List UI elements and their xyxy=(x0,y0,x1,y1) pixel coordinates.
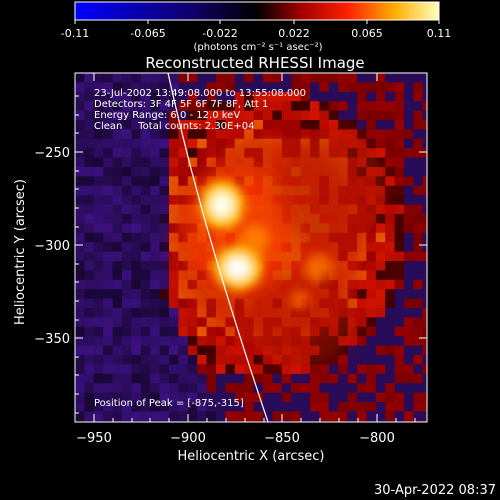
plot-title: Reconstructed RHESSI Image xyxy=(145,54,364,72)
y-axis-label: Heliocentric Y (arcsec) xyxy=(13,179,28,325)
footer-timestamp: 30-Apr-2022 08:37 xyxy=(374,483,496,498)
annotation-energy-range: Energy Range: 6.0 - 12.0 keV xyxy=(94,110,240,121)
y-axis-ticks xyxy=(75,95,427,414)
x-tick-label: −900 xyxy=(170,431,206,446)
y-tick-label: −300 xyxy=(34,239,70,254)
colorbar-tick-label: 0.022 xyxy=(278,27,310,40)
annotation-detectors: Detectors: 3F 4F 5F 6F 7F 8F, Att 1 xyxy=(94,99,268,110)
annotation-peak-position: Position of Peak = [-875,-315] xyxy=(94,398,244,409)
colorbar-tick-label: -0.022 xyxy=(202,27,237,40)
colorbar-tick-label: -0.11 xyxy=(61,27,89,40)
colorbar xyxy=(74,1,440,21)
x-tick-label: −800 xyxy=(359,431,395,446)
colorbar-ticks xyxy=(74,20,440,24)
annotation-clean-counts: Clean Total counts: 2.30E+04 xyxy=(94,121,254,132)
annotation-time-range: 23-Jul-2002 13:49:08.000 to 13:55:08.000 xyxy=(94,88,306,99)
solar-limb-line xyxy=(167,73,269,422)
y-tick-label: −350 xyxy=(34,332,70,347)
x-tick-label: −950 xyxy=(76,431,112,446)
colorbar-unit-label: (photons cm⁻² s⁻¹ asec⁻²) xyxy=(193,42,322,53)
solar-image xyxy=(75,73,427,422)
colorbar-tick-label: 0.11 xyxy=(427,27,452,40)
x-axis-label: Heliocentric X (arcsec) xyxy=(178,449,325,464)
plot-frame xyxy=(74,72,428,423)
colorbar-tick-label: 0.065 xyxy=(351,27,383,40)
x-axis-ticks xyxy=(93,73,416,422)
colorbar-tick-label: -0.065 xyxy=(130,27,165,40)
x-tick-label: −850 xyxy=(264,431,300,446)
y-tick-label: −250 xyxy=(34,146,70,161)
